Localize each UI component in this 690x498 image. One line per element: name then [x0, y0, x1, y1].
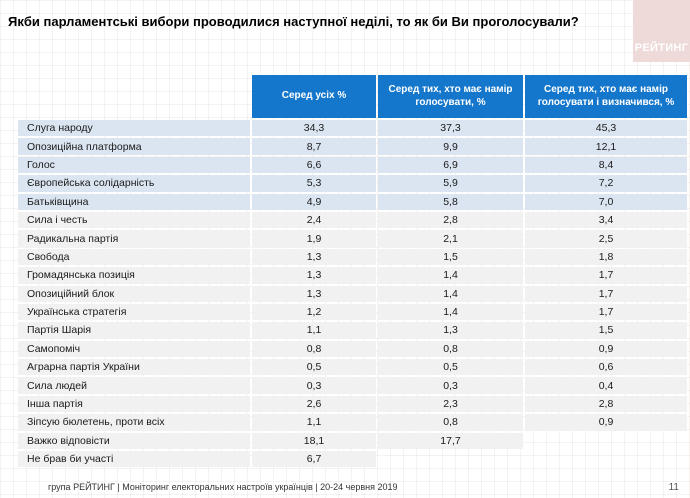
- table-value-cell: 1,3: [252, 285, 376, 302]
- table-value-cell: 0,8: [378, 414, 523, 431]
- table-empty-cell: [525, 451, 687, 467]
- table-value-cell: 2,5: [525, 230, 687, 247]
- table-row-label: Європейська солідарність: [18, 175, 250, 192]
- table-value-cell: 2,8: [378, 211, 523, 229]
- table-empty-cell: [378, 451, 523, 467]
- table-value-cell: 0,6: [525, 359, 687, 376]
- table-row-label: Слуга народу: [18, 120, 250, 137]
- table-row-label: Опозиційний блок: [18, 285, 250, 302]
- table-row-label: Зіпсую бюлетень, проти всіх: [18, 414, 250, 431]
- page-title: Якби парламентські вибори проводилися на…: [8, 14, 579, 29]
- table-value-cell: 1,1: [252, 322, 376, 339]
- table-row-label: Самопоміч: [18, 340, 250, 358]
- table-value-cell: 6,6: [252, 156, 376, 174]
- table-value-cell: 1,7: [525, 285, 687, 302]
- table-row-label: Громадянська позиція: [18, 267, 250, 284]
- rating-group-logo: РЕЙТИНГ: [633, 0, 690, 62]
- table-value-cell: 1,7: [525, 303, 687, 321]
- table-row-label: Сила і честь: [18, 211, 250, 229]
- column-header-intend-to-vote: Серед тих, хто має намір голосувати, %: [378, 75, 523, 118]
- page-number: 11: [668, 482, 679, 493]
- table-value-cell: 45,3: [525, 120, 687, 137]
- table-value-cell: 0,9: [525, 340, 687, 358]
- column-header-intend-and-decided: Серед тих, хто має намір голосувати і ви…: [525, 75, 687, 118]
- table-value-cell: 1,4: [378, 285, 523, 302]
- table-row-label: Сила людей: [18, 377, 250, 394]
- table-value-cell: 1,4: [378, 267, 523, 284]
- table-value-cell: 1,9: [252, 230, 376, 247]
- table-value-cell: 3,4: [525, 211, 687, 229]
- table-row-label: Батьківщина: [18, 193, 250, 210]
- table-value-cell: 0,5: [378, 359, 523, 376]
- table-value-cell: 5,8: [378, 193, 523, 210]
- poll-results-table: Серед усіх % Серед тих, хто має намір го…: [18, 75, 687, 468]
- table-value-cell: 1,5: [378, 248, 523, 266]
- table-value-cell: 1,7: [525, 267, 687, 284]
- table-row-label: Опозиційна платформа: [18, 138, 250, 155]
- table-value-cell: 4,9: [252, 193, 376, 210]
- table-value-cell: 9,9: [378, 138, 523, 155]
- table-value-cell: 2,3: [378, 395, 523, 413]
- table-value-cell: 17,7: [378, 432, 523, 450]
- table-value-cell: 0,3: [378, 377, 523, 394]
- table-value-cell: 18,1: [252, 432, 376, 450]
- header-spacer-cell: [18, 75, 250, 118]
- table-value-cell: 1,5: [525, 322, 687, 339]
- table-value-cell: 0,4: [525, 377, 687, 394]
- table-row-label: Інша партія: [18, 395, 250, 413]
- table-value-cell: 6,9: [378, 156, 523, 174]
- table-row-label: Радикальна партія: [18, 230, 250, 247]
- table-value-cell: 1,1: [252, 414, 376, 431]
- table-value-cell: 6,7: [252, 451, 376, 468]
- table-value-cell: 7,0: [525, 193, 687, 210]
- table-row-label: Партія Шарія: [18, 322, 250, 339]
- table-value-cell: 1,2: [252, 303, 376, 321]
- footer-source-line: група РЕЙТИНГ | Моніторинг електоральних…: [48, 482, 398, 492]
- table-value-cell: 5,3: [252, 175, 376, 192]
- table-value-cell: 8,4: [525, 156, 687, 174]
- table-value-cell: 12,1: [525, 138, 687, 155]
- table-value-cell: 1,8: [525, 248, 687, 266]
- table-row-label: Важко відповісти: [18, 432, 250, 450]
- column-header-among-all: Серед усіх %: [252, 75, 376, 118]
- table-value-cell: 1,3: [378, 322, 523, 339]
- table-value-cell: 2,1: [378, 230, 523, 247]
- table-value-cell: 2,4: [252, 211, 376, 229]
- table-value-cell: 2,6: [252, 395, 376, 413]
- table-value-cell: 8,7: [252, 138, 376, 155]
- table-row-label: Аграрна партія України: [18, 359, 250, 376]
- table-value-cell: 1,3: [252, 248, 376, 266]
- table-empty-cell: [525, 433, 687, 449]
- table-value-cell: 37,3: [378, 120, 523, 137]
- table-value-cell: 0,9: [525, 414, 687, 431]
- table-value-cell: 7,2: [525, 175, 687, 192]
- table-value-cell: 1,3: [252, 267, 376, 284]
- table-value-cell: 2,8: [525, 395, 687, 413]
- table-row-label: Свобода: [18, 248, 250, 266]
- table-value-cell: 5,9: [378, 175, 523, 192]
- logo-text: РЕЙТИНГ: [634, 42, 689, 54]
- table-value-cell: 0,3: [252, 377, 376, 394]
- table-value-cell: 0,5: [252, 359, 376, 376]
- table-value-cell: 0,8: [252, 340, 376, 358]
- table-value-cell: 1,4: [378, 303, 523, 321]
- table-row-label: Голос: [18, 156, 250, 174]
- table-value-cell: 0,8: [378, 340, 523, 358]
- table-row-label: Українська стратегія: [18, 303, 250, 321]
- table-value-cell: 34,3: [252, 120, 376, 137]
- table-row-label: Не брав би участі: [18, 451, 250, 468]
